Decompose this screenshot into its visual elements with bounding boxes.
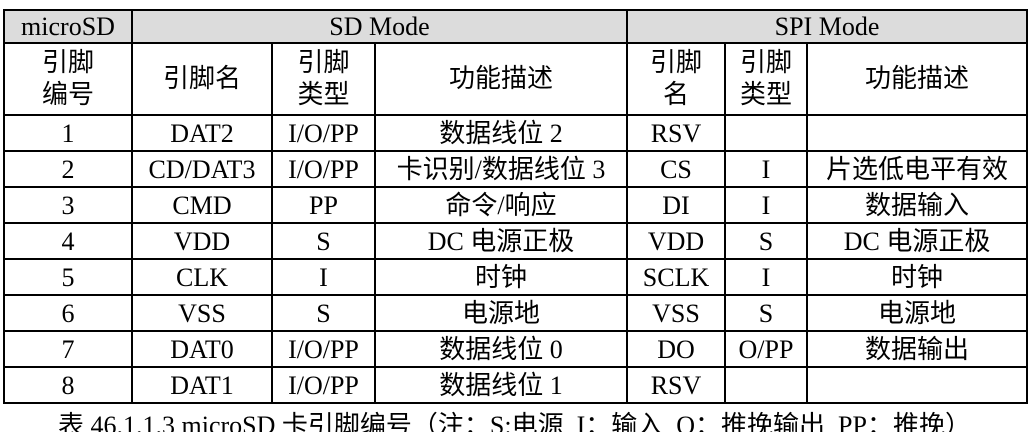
column-header-row: 引脚 编号 引脚名 引脚 类型 功能描述 引脚 名 引脚 类型 功能描述 [3,42,1029,117]
sd-function-cell: 数据线位 1 [374,366,628,405]
spi-pin-type-cell [724,114,808,153]
table-row: 4 VDD S DC 电源正极 VDD S DC 电源正极 [3,222,1029,261]
sd-pin-type-cell: I/O/PP [271,114,376,153]
sd-function-cell: 时钟 [374,258,628,297]
table-row: 8 DAT1 I/O/PP 数据线位 1 RSV [3,366,1029,405]
spi-pin-type-cell: O/PP [724,330,808,369]
spi-pin-name-cell: VDD [626,222,726,261]
pin-number-header: 引脚 编号 [3,42,133,117]
pin-number-cell: 5 [3,258,133,297]
sd-pin-type-cell: S [271,222,376,261]
spi-pin-type-cell: I [724,186,808,225]
sd-pin-type-cell: S [271,294,376,333]
sd-function-cell: 命令/响应 [374,186,628,225]
table-row: 1 DAT2 I/O/PP 数据线位 2 RSV [3,114,1029,153]
sd-function-cell: 数据线位 2 [374,114,628,153]
corner-header-microsd: microSD [3,8,133,45]
spi-pin-type-cell: I [724,150,808,189]
spi-pin-name-cell: RSV [626,114,726,153]
spi-pin-type-cell [724,366,808,405]
spi-pin-type-header: 引脚 类型 [724,42,808,117]
spi-function-cell: 时钟 [805,258,1029,297]
spi-pin-type-cell: S [724,222,808,261]
spi-pin-name-cell: DO [626,330,726,369]
spi-function-cell [805,366,1029,405]
sd-pin-name-cell: DAT2 [131,114,273,153]
sd-pin-name-cell: VDD [131,222,273,261]
spi-function-cell: 数据输出 [805,330,1029,369]
spi-pin-name-cell: VSS [626,294,726,333]
spi-function-cell: DC 电源正极 [805,222,1029,261]
pin-number-cell: 8 [3,366,133,405]
spi-function-cell: 片选低电平有效 [805,150,1029,189]
sd-pin-type-cell: I [271,258,376,297]
sd-pin-type-cell: I/O/PP [271,366,376,405]
table-row: 3 CMD PP 命令/响应 DI I 数据输入 [3,186,1029,225]
sd-pin-name-header: 引脚名 [131,42,273,117]
table-row: 7 DAT0 I/O/PP 数据线位 0 DO O/PP 数据输出 [3,330,1029,369]
spi-pin-name-header: 引脚 名 [626,42,726,117]
spi-pin-name-cell: SCLK [626,258,726,297]
pin-number-cell: 4 [3,222,133,261]
sd-function-cell: DC 电源正极 [374,222,628,261]
spi-function-cell: 电源地 [805,294,1029,333]
sd-pin-type-cell: I/O/PP [271,330,376,369]
sd-pin-name-cell: CD/DAT3 [131,150,273,189]
table-row: 6 VSS S 电源地 VSS S 电源地 [3,294,1029,333]
spi-pin-name-cell: DI [626,186,726,225]
sd-function-cell: 电源地 [374,294,628,333]
microsd-pin-table: microSD SD Mode SPI Mode 引脚 编号 引脚名 引脚 类型… [3,8,1029,405]
sd-pin-type-cell: PP [271,186,376,225]
sd-pin-name-cell: VSS [131,294,273,333]
spi-pin-type-cell: S [724,294,808,333]
pin-number-cell: 3 [3,186,133,225]
pin-number-cell: 2 [3,150,133,189]
sd-pin-name-cell: CLK [131,258,273,297]
table-caption: 表 46.1.1.3 microSD 卡引脚编号（注：S:电源 I：输入 O：推… [58,411,971,432]
spi-pin-name-cell: RSV [626,366,726,405]
spi-function-header: 功能描述 [805,42,1029,117]
sd-pin-type-header: 引脚 类型 [271,42,376,117]
sd-function-header: 功能描述 [374,42,628,117]
mode-header-row: microSD SD Mode SPI Mode [3,8,1029,45]
sd-pin-name-cell: DAT0 [131,330,273,369]
sd-pin-type-cell: I/O/PP [271,150,376,189]
sd-pin-name-cell: CMD [131,186,273,225]
sd-mode-header: SD Mode [131,8,628,45]
spi-function-cell: 数据输入 [805,186,1029,225]
spi-mode-header: SPI Mode [625,8,1029,45]
table-row: 5 CLK I 时钟 SCLK I 时钟 [3,258,1029,297]
pin-number-cell: 1 [3,114,133,153]
spi-pin-name-cell: CS [626,150,726,189]
spi-pin-type-cell: I [724,258,808,297]
spi-function-cell [805,114,1029,153]
pin-number-cell: 7 [3,330,133,369]
table-row: 2 CD/DAT3 I/O/PP 卡识别/数据线位 3 CS I 片选低电平有效 [3,150,1029,189]
sd-pin-name-cell: DAT1 [131,366,273,405]
sd-function-cell: 数据线位 0 [374,330,628,369]
sd-function-cell: 卡识别/数据线位 3 [374,150,628,189]
pin-number-cell: 6 [3,294,133,333]
